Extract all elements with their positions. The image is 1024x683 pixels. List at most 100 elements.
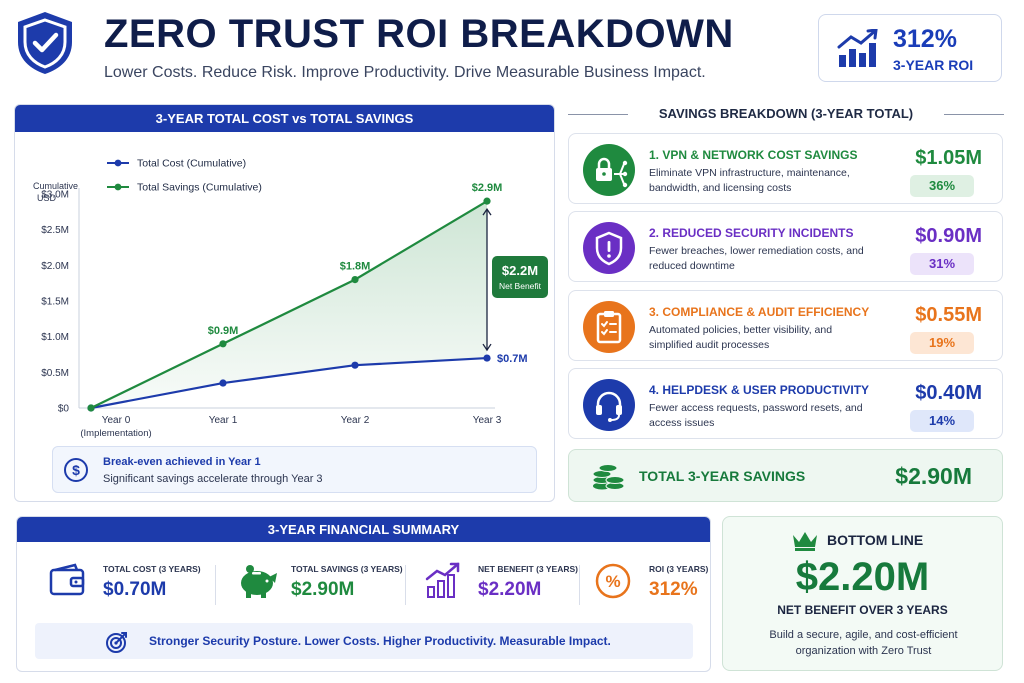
growth-chart-icon: [837, 29, 878, 67]
heading-rule: [944, 114, 1004, 115]
piggy-bank-icon: [241, 565, 277, 598]
svg-text:$: $: [72, 462, 80, 478]
roi-badge: 312% 3-YEAR ROI: [818, 14, 1002, 82]
legend-marker: [114, 159, 122, 167]
bottom-line-title: BOTTOM LINE: [827, 532, 924, 548]
net-benefit-badge: [492, 256, 548, 298]
summary-divider: [405, 565, 406, 605]
summary-value: $2.20M: [478, 579, 542, 600]
cost-data-point: [219, 379, 227, 387]
bar-growth-icon: [425, 562, 460, 598]
y-axis-label: Cumulative: [33, 181, 78, 191]
shield-alert-icon: [583, 222, 635, 274]
savings-data-point: [351, 276, 359, 284]
shield-check-icon: [18, 12, 72, 74]
savings-item-title: 4. HELPDESK & USER PRODUCTIVITY: [649, 383, 870, 397]
break-even-note: $ Break-even achieved in Year 1 Signific…: [52, 446, 537, 493]
savings-data-point: [219, 340, 227, 348]
financial-summary-title: 3-YEAR FINANCIAL SUMMARY: [17, 517, 710, 542]
x-tick-label: Year 0: [102, 415, 131, 426]
savings-item-amount: $0.55M: [915, 304, 982, 326]
summary-tagline: Stronger Security Posture. Lower Costs. …: [35, 623, 693, 659]
legend-label: Total Cost (Cumulative): [137, 158, 246, 170]
network-lock-icon: [583, 144, 635, 196]
x-tick-label: Year 2: [341, 415, 370, 426]
summary-label: NET BENEFIT (3 YEARS): [478, 564, 578, 574]
svg-text:%: %: [605, 572, 620, 591]
summary-label: ROI (3 YEARS): [649, 564, 709, 574]
savings-data-label: $1.8M: [340, 261, 371, 273]
y-tick-label: $1.0M: [41, 332, 69, 343]
savings-card-helpdesk: 4. HELPDESK & USER PRODUCTIVITY Fewer ac…: [568, 368, 1003, 439]
savings-item-desc: Eliminate VPN infrastructure, maintenanc…: [649, 167, 850, 194]
savings-breakdown-title: SAVINGS BREAKDOWN (3-YEAR TOTAL): [658, 106, 914, 121]
total-cost-line: [90, 356, 488, 410]
cost-data-point: [351, 361, 359, 369]
total-savings-label: TOTAL 3-YEAR SAVINGS: [639, 468, 806, 484]
legend-label: Total Savings (Cumulative): [137, 182, 262, 194]
wallet-icon: [49, 563, 85, 596]
break-even-text: Significant savings accelerate through Y…: [103, 473, 323, 485]
savings-item-percent: 19%: [910, 332, 974, 354]
savings-item-percent: 36%: [910, 175, 974, 197]
summary-tagline-text: Stronger Security Posture. Lower Costs. …: [149, 634, 611, 648]
arrow-head-down: [482, 343, 492, 352]
total-savings-card: TOTAL 3-YEAR SAVINGS $2.90M: [568, 449, 1003, 502]
summary-label: TOTAL SAVINGS (3 YEARS): [291, 564, 403, 574]
savings-data-label: $2.9M: [472, 182, 503, 194]
savings-breakdown-heading: SAVINGS BREAKDOWN (3-YEAR TOTAL): [568, 104, 1004, 124]
savings-card-incidents: 2. REDUCED SECURITY INCIDENTS Fewer brea…: [568, 211, 1003, 282]
bottom-line-subtitle: NET BENEFIT OVER 3 YEARS: [777, 603, 948, 617]
savings-data-point: [87, 404, 95, 412]
savings-item-title: 3. COMPLIANCE & AUDIT EFFICIENCY: [649, 305, 870, 319]
savings-card-vpn: 1. VPN & NETWORK COST SAVINGS Eliminate …: [568, 133, 1003, 204]
savings-data-label: $0.9M: [208, 325, 239, 337]
total-savings-amount: $2.90M: [895, 463, 972, 489]
heading-rule: [568, 114, 628, 115]
cost-vs-savings-panel: 3-YEAR TOTAL COST vs TOTAL SAVINGS Cumul…: [14, 104, 555, 502]
y-tick-label: $3.0M: [41, 190, 69, 201]
cost-savings-line-chart: Cumulative USD $0 $0.5M $1.0M $1.5M $2.0M $2.5M…: [33, 158, 548, 439]
bottom-line-amount: $2.20M: [795, 555, 930, 599]
net-benefit-area: [91, 201, 487, 408]
legend-marker: [114, 183, 122, 191]
savings-data-point: [483, 197, 491, 205]
y-axis-label: USD: [37, 193, 57, 203]
summary-value: $2.90M: [291, 579, 355, 600]
coin-stack-icon: [592, 464, 625, 490]
y-tick-label: $2.0M: [41, 261, 69, 272]
savings-item-desc: Fewer access requests, password resets, …: [649, 402, 863, 429]
page-subtitle: Lower Costs. Reduce Risk. Improve Produc…: [104, 64, 706, 81]
y-tick-label: $0.5M: [41, 368, 69, 379]
arrow-head-up: [482, 207, 492, 216]
savings-item-title: 2. REDUCED SECURITY INCIDENTS: [649, 226, 854, 240]
savings-card-compliance: 3. COMPLIANCE & AUDIT EFFICIENCY Automat…: [568, 290, 1003, 361]
crown-icon: [793, 532, 817, 551]
cost-data-label: $0.7M: [497, 353, 528, 365]
total-savings-line: [90, 200, 488, 409]
summary-divider: [579, 565, 580, 605]
summary-value: $0.70M: [103, 579, 167, 600]
percent-icon: %: [595, 563, 631, 599]
net-benefit-label: Net Benefit: [499, 281, 542, 291]
savings-item-amount: $0.40M: [915, 382, 982, 404]
chart-panel-title: 3-YEAR TOTAL COST vs TOTAL SAVINGS: [15, 105, 554, 132]
savings-item-desc: Fewer breaches, lower remediation costs,…: [649, 245, 864, 272]
roi-value: 312%: [893, 25, 957, 53]
x-tick-sublabel: (Implementation): [80, 428, 151, 439]
summary-value: 312%: [649, 579, 698, 600]
savings-item-amount: $1.05M: [915, 147, 982, 169]
break-even-title: Break-even achieved in Year 1: [103, 456, 261, 468]
dollar-coin-icon: $: [64, 458, 88, 482]
savings-item-desc: Automated policies, better visibility, a…: [649, 324, 833, 351]
cost-data-point: [483, 354, 491, 362]
net-benefit-value: $2.2M: [502, 263, 538, 278]
target-icon: [106, 632, 127, 653]
savings-item-amount: $0.90M: [915, 225, 982, 247]
page-title: ZERO TRUST ROI BREAKDOWN: [104, 12, 734, 56]
bottom-line-card: BOTTOM LINE $2.20M NET BENEFIT OVER 3 YE…: [722, 516, 1003, 671]
headset-icon: [583, 379, 635, 431]
y-tick-label: $2.5M: [41, 225, 69, 236]
x-tick-label: Year 3: [473, 415, 502, 426]
y-tick-label: $1.5M: [41, 297, 69, 308]
